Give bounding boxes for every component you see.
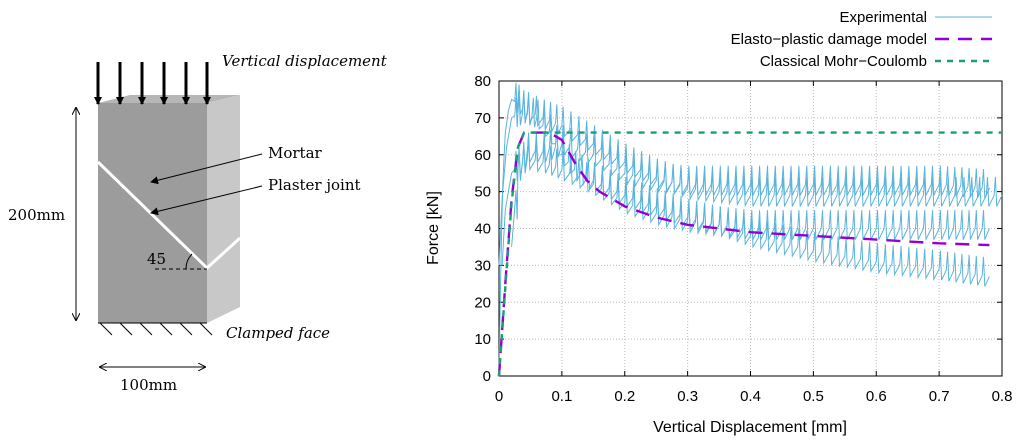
- legend-label: Experimental: [839, 9, 927, 26]
- plaster-joint-leader: [150, 185, 263, 216]
- x-tick-label: 0.5: [803, 388, 824, 405]
- mortar-label: Mortar: [268, 144, 323, 162]
- clamped-hatching: [98, 322, 213, 336]
- height-label: 200mm: [8, 206, 65, 224]
- load-arrows: [94, 62, 211, 105]
- angle-label: 45: [147, 250, 166, 268]
- width-label: 100mm: [120, 376, 177, 394]
- series-0: [498, 82, 1003, 377]
- y-axis-label: Force [kN]: [425, 191, 442, 265]
- vertical-displacement-label: Vertical displacement: [222, 52, 388, 70]
- experimental-branch-line: [501, 139, 990, 266]
- y-tick-label: 20: [474, 294, 491, 311]
- hatch-mark: [119, 322, 133, 336]
- series-2: [497, 131, 1002, 377]
- plaster-joint-line: [96, 160, 242, 271]
- x-tick-label: 0.3: [677, 388, 698, 405]
- x-tick-label: 0.1: [551, 388, 572, 405]
- x-tick-label: 0.6: [866, 388, 887, 405]
- y-tick-label: 70: [474, 110, 491, 127]
- x-tick-label: 0.8: [992, 388, 1013, 405]
- hatch-mark: [179, 322, 193, 336]
- x-tick-label: 0.4: [740, 388, 761, 405]
- axis-ticks: 0 0.1 0.2 0.3 0.4 0.5 0.6 0.7 0.8 0 10 20 30 40 50 60 70…: [474, 73, 1012, 405]
- x-tick-label: 0.7: [929, 388, 950, 405]
- y-tick-label: 50: [474, 184, 491, 201]
- y-tick-label: 10: [474, 331, 491, 348]
- mortar-leader: [150, 153, 263, 185]
- series-layer: [497, 82, 1003, 377]
- y-tick-label: 30: [474, 257, 491, 274]
- experimental-branch-line: [498, 82, 990, 377]
- series-line: [497, 131, 1002, 377]
- chart-legend: Experimental Elasto−plastic damage model C…: [731, 9, 992, 70]
- y-tick-label: 60: [474, 147, 491, 164]
- experimental-branch-line: [511, 125, 990, 247]
- hatch-mark: [159, 322, 173, 336]
- x-axis-label: Vertical Displacement [mm]: [653, 419, 847, 436]
- hatch-mark: [139, 322, 153, 336]
- block-side-face: [207, 95, 240, 323]
- y-tick-label: 0: [483, 368, 491, 385]
- y-tick-label: 40: [474, 221, 491, 238]
- force-displacement-chart: 0 0.1 0.2 0.3 0.4 0.5 0.6 0.7 0.8 0 10 20 30 40 50 60 70…: [425, 9, 1012, 436]
- clamped-face-label: Clamped face: [226, 324, 330, 342]
- specimen-schematic: Vertical displacement Mortar Plaster joi…: [8, 52, 388, 394]
- y-tick-label: 80: [474, 73, 491, 90]
- plaster-joint-label: Plaster joint: [268, 176, 361, 194]
- legend-label: Classical Mohr−Coulomb: [760, 53, 927, 70]
- experimental-branch-line: [498, 92, 1003, 266]
- x-tick-label: 0.2: [614, 388, 635, 405]
- angle-arc: [185, 253, 193, 270]
- legend-label: Elasto−plastic damage model: [731, 31, 927, 48]
- hatch-mark: [199, 322, 213, 336]
- hatch-mark: [99, 322, 113, 336]
- x-tick-label: 0: [495, 388, 503, 405]
